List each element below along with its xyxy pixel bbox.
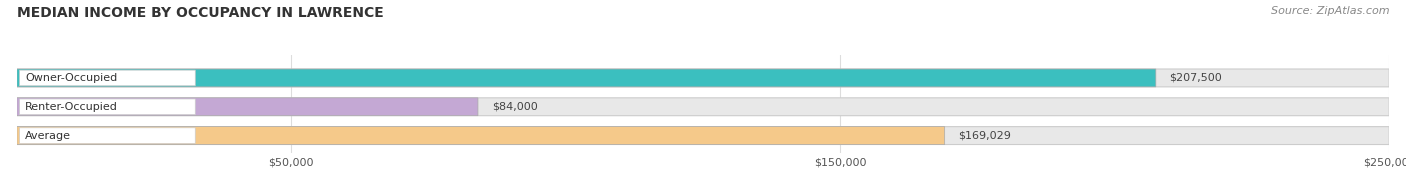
Text: Source: ZipAtlas.com: Source: ZipAtlas.com	[1271, 6, 1389, 16]
Text: $169,029: $169,029	[959, 131, 1011, 141]
Text: $84,000: $84,000	[492, 102, 537, 112]
FancyBboxPatch shape	[17, 98, 478, 116]
Text: Renter-Occupied: Renter-Occupied	[25, 102, 118, 112]
FancyBboxPatch shape	[17, 69, 1389, 87]
FancyBboxPatch shape	[20, 128, 195, 143]
FancyBboxPatch shape	[20, 70, 195, 86]
FancyBboxPatch shape	[17, 98, 1389, 116]
FancyBboxPatch shape	[17, 127, 945, 144]
Text: Average: Average	[25, 131, 72, 141]
FancyBboxPatch shape	[20, 99, 195, 114]
Text: MEDIAN INCOME BY OCCUPANCY IN LAWRENCE: MEDIAN INCOME BY OCCUPANCY IN LAWRENCE	[17, 6, 384, 20]
FancyBboxPatch shape	[17, 127, 1389, 144]
Text: $207,500: $207,500	[1170, 73, 1222, 83]
FancyBboxPatch shape	[17, 69, 1156, 87]
Text: Owner-Occupied: Owner-Occupied	[25, 73, 117, 83]
